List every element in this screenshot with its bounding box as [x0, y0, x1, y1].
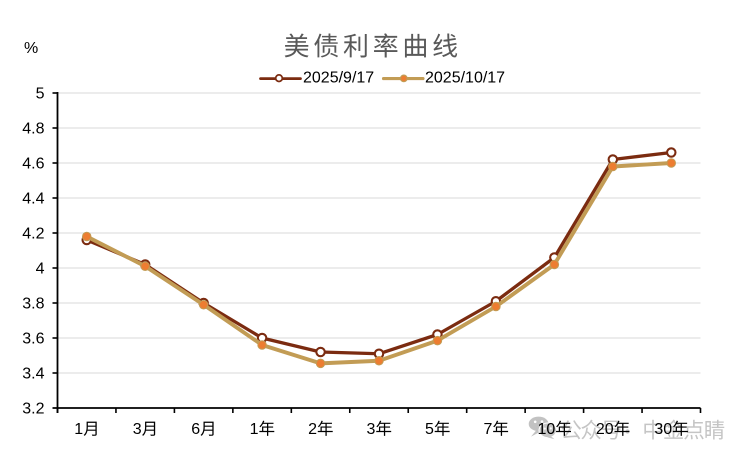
svg-text:2: 2: [308, 421, 317, 438]
svg-text:4.4: 4.4: [22, 191, 44, 208]
svg-text:3.2: 3.2: [22, 401, 44, 418]
svg-text:4.2: 4.2: [22, 226, 44, 243]
svg-text:4.8: 4.8: [22, 121, 44, 138]
svg-text:2025/9/17: 2025/9/17: [303, 70, 374, 87]
svg-text:5: 5: [425, 421, 434, 438]
svg-text:3.4: 3.4: [22, 366, 44, 383]
svg-text:1: 1: [74, 421, 83, 438]
svg-text:3: 3: [367, 421, 376, 438]
svg-text:6: 6: [191, 421, 200, 438]
svg-text:4.6: 4.6: [22, 156, 44, 173]
svg-text:4: 4: [36, 261, 45, 278]
svg-text:5: 5: [36, 86, 45, 103]
svg-text:7: 7: [483, 421, 492, 438]
svg-text:3.6: 3.6: [22, 331, 44, 348]
svg-text:20: 20: [596, 421, 614, 438]
svg-text:3: 3: [133, 421, 142, 438]
svg-text:%: %: [24, 40, 38, 57]
svg-text:10: 10: [537, 421, 555, 438]
svg-text:1: 1: [250, 421, 259, 438]
svg-text:3.8: 3.8: [22, 296, 44, 313]
svg-text:2025/10/17: 2025/10/17: [425, 70, 505, 87]
svg-text:30: 30: [654, 421, 672, 438]
